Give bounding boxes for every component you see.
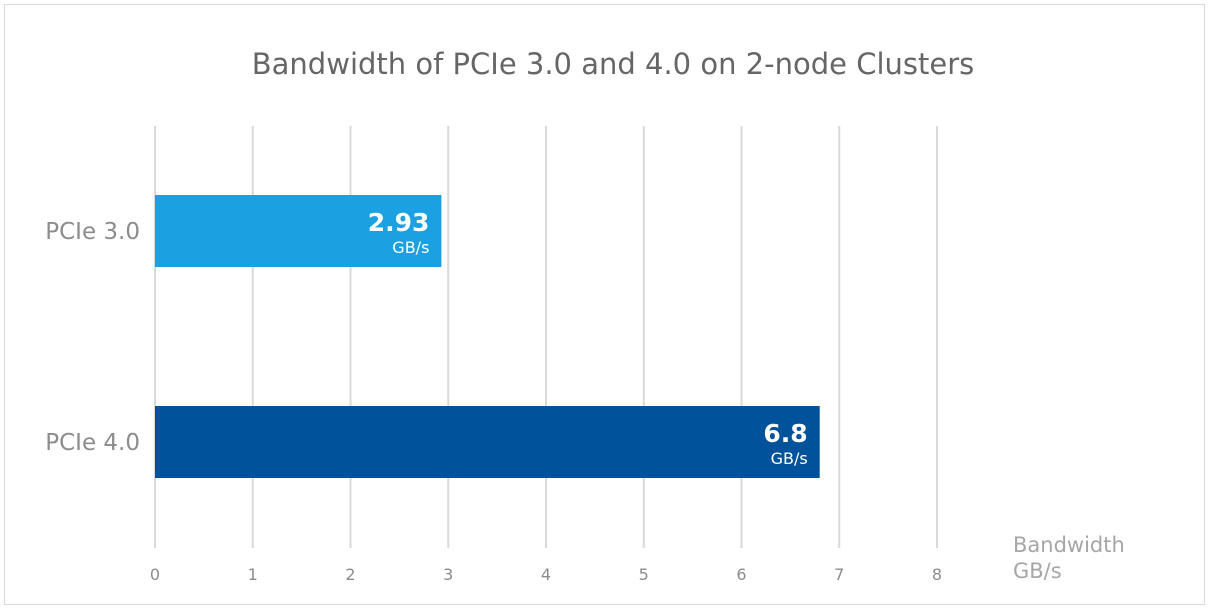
chart-title: Bandwidth of PCIe 3.0 and 4.0 on 2-node …: [252, 47, 974, 81]
x-tick-label-8: 8: [932, 565, 942, 584]
x-tick-label-6: 6: [736, 565, 746, 584]
x-tick-label-4: 4: [541, 565, 551, 584]
x-tick-label-1: 1: [248, 565, 258, 584]
bar-pcie-4-0: [155, 406, 820, 478]
x-tick-labels: 0 1 2 3 4 5 6 7 8: [150, 565, 942, 584]
x-tick-label-2: 2: [345, 565, 355, 584]
data-label-unit: GB/s: [771, 449, 808, 468]
category-label: PCIe 4.0: [45, 430, 140, 456]
x-tick-label-0: 0: [150, 565, 160, 584]
bar-pcie-3-0: [155, 195, 442, 267]
x-axis-title-line-2: GB/s: [1013, 559, 1062, 583]
x-axis-title: Bandwidth GB/s: [1013, 533, 1132, 583]
gridlines: [154, 126, 938, 548]
x-axis-title-line-1: Bandwidth: [1013, 533, 1125, 557]
x-tick-label-3: 3: [443, 565, 453, 584]
category-labels: PCIe 3.0 PCIe 4.0: [45, 219, 140, 456]
x-tick-label-7: 7: [834, 565, 844, 584]
data-label-value: 2.93: [368, 208, 430, 237]
x-tick-label-5: 5: [639, 565, 649, 584]
data-label-unit: GB/s: [392, 238, 429, 257]
chart-frame: [4, 4, 1205, 605]
data-label-value: 6.8: [763, 419, 807, 448]
category-label: PCIe 3.0: [45, 219, 140, 245]
